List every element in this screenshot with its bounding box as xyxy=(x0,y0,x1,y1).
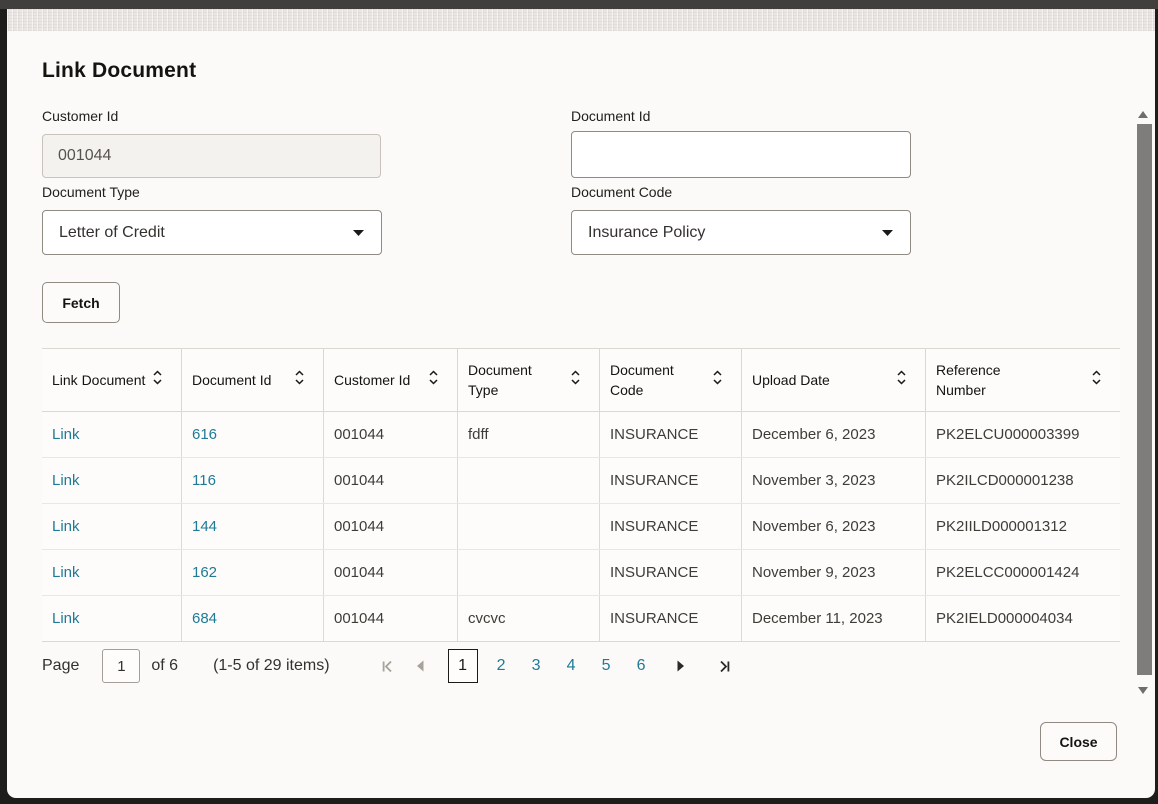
upload-date-cell: November 6, 2023 xyxy=(742,504,926,549)
backdrop-texture xyxy=(7,9,1155,31)
customer-id-cell: 001044 xyxy=(324,458,458,503)
upload-date-cell: November 3, 2023 xyxy=(742,458,926,503)
items-range-label: (1-5 of 29 items) xyxy=(213,657,330,674)
scrollbar-thumb[interactable] xyxy=(1137,124,1152,675)
sort-icon[interactable] xyxy=(428,369,439,391)
scroll-down-arrow-icon[interactable] xyxy=(1138,687,1148,694)
customer-id-input[interactable] xyxy=(42,134,381,178)
last-page-icon[interactable] xyxy=(709,649,741,683)
upload-date-cell: December 11, 2023 xyxy=(742,596,926,641)
link-document-dialog: Link Document Customer Id Document Id Do… xyxy=(7,31,1155,798)
column-header-document-code[interactable]: Document Code xyxy=(600,349,742,411)
documents-table: Link Document Document Id Customer Id Do… xyxy=(42,348,1120,642)
document-id-link[interactable]: 684 xyxy=(182,596,324,641)
column-header-document-id[interactable]: Document Id xyxy=(182,349,324,411)
document-code-cell: INSURANCE xyxy=(600,504,742,549)
customer-id-cell: 001044 xyxy=(324,596,458,641)
customer-id-cell: 001044 xyxy=(324,550,458,595)
customer-id-cell: 001044 xyxy=(324,412,458,457)
document-code-value: Insurance Policy xyxy=(588,223,706,241)
document-type-cell: cvcvc xyxy=(458,596,600,641)
column-header-reference-number[interactable]: Reference Number xyxy=(926,349,1120,411)
close-button[interactable]: Close xyxy=(1040,722,1117,761)
document-code-cell: INSURANCE xyxy=(600,550,742,595)
document-code-select[interactable]: Insurance Policy xyxy=(571,210,911,255)
sort-icon[interactable] xyxy=(152,369,163,391)
document-type-label: Document Type xyxy=(42,184,140,200)
table-row: Link 144 001044 INSURANCE November 6, 20… xyxy=(42,504,1120,550)
dialog-title: Link Document xyxy=(42,59,197,82)
pager-controls: 1 2 3 4 5 6 xyxy=(372,649,741,683)
previous-page-icon[interactable] xyxy=(404,649,436,683)
page-link-4[interactable]: 4 xyxy=(566,657,576,674)
link-action[interactable]: Link xyxy=(42,458,182,503)
reference-number-cell: PK2ELCC000001424 xyxy=(936,564,1080,581)
column-header-link-document[interactable]: Link Document xyxy=(42,349,182,411)
document-id-link[interactable]: 144 xyxy=(182,504,324,549)
upload-date-cell: December 6, 2023 xyxy=(742,412,926,457)
customer-id-cell: 001044 xyxy=(324,504,458,549)
table-header-row: Link Document Document Id Customer Id Do… xyxy=(42,349,1120,412)
sort-icon[interactable] xyxy=(712,369,723,391)
fetch-button[interactable]: Fetch xyxy=(42,282,120,323)
table-row: Link 116 001044 INSURANCE November 3, 20… xyxy=(42,458,1120,504)
page-link-5[interactable]: 5 xyxy=(601,657,611,674)
column-header-customer-id[interactable]: Customer Id xyxy=(324,349,458,411)
page-link-2[interactable]: 2 xyxy=(496,657,506,674)
table-row: Link 684 001044 cvcvc INSURANCE December… xyxy=(42,596,1120,642)
window-top-bar xyxy=(0,0,1158,9)
document-id-label: Document Id xyxy=(571,108,651,124)
document-code-cell: INSURANCE xyxy=(600,458,742,503)
link-action[interactable]: Link xyxy=(42,504,182,549)
chevron-down-icon xyxy=(352,229,365,237)
document-id-input[interactable] xyxy=(571,131,911,178)
next-page-icon[interactable] xyxy=(665,649,697,683)
page-link-3[interactable]: 3 xyxy=(531,657,541,674)
reference-number-cell: PK2IELD000004034 xyxy=(936,610,1073,627)
scroll-up-arrow-icon[interactable] xyxy=(1138,111,1148,118)
document-type-cell xyxy=(458,550,600,595)
reference-number-cell: PK2ILCD000001238 xyxy=(936,472,1074,489)
column-header-document-type[interactable]: Document Type xyxy=(458,349,600,411)
page-link-6[interactable]: 6 xyxy=(636,657,646,674)
document-id-link[interactable]: 616 xyxy=(182,412,324,457)
link-action[interactable]: Link xyxy=(42,412,182,457)
link-action[interactable]: Link xyxy=(42,596,182,641)
link-action[interactable]: Link xyxy=(42,550,182,595)
page-label: Page xyxy=(42,657,80,674)
document-type-cell xyxy=(458,458,600,503)
document-id-link[interactable]: 116 xyxy=(182,458,324,503)
document-type-cell xyxy=(458,504,600,549)
reference-number-cell: PK2ELCU000003399 xyxy=(936,426,1080,443)
sort-icon[interactable] xyxy=(896,369,907,391)
document-code-cell: INSURANCE xyxy=(600,412,742,457)
first-page-icon[interactable] xyxy=(372,649,404,683)
chevron-down-icon xyxy=(881,229,894,237)
document-code-cell: INSURANCE xyxy=(600,596,742,641)
pagination-bar: Page of 6 (1-5 of 29 items) 1 2 3 4 5 6 xyxy=(42,647,1127,685)
sort-icon[interactable] xyxy=(570,369,581,391)
document-type-cell: fdff xyxy=(458,412,600,457)
reference-number-cell: PK2IILD000001312 xyxy=(936,518,1067,535)
sort-icon[interactable] xyxy=(294,369,305,391)
current-page-button[interactable]: 1 xyxy=(447,649,478,683)
document-type-select[interactable]: Letter of Credit xyxy=(42,210,382,255)
sort-icon[interactable] xyxy=(1091,369,1102,391)
table-row: Link 616 001044 fdff INSURANCE December … xyxy=(42,412,1120,458)
upload-date-cell: November 9, 2023 xyxy=(742,550,926,595)
document-id-link[interactable]: 162 xyxy=(182,550,324,595)
document-type-value: Letter of Credit xyxy=(59,223,165,241)
customer-id-label: Customer Id xyxy=(42,108,119,124)
page-of-label: of 6 xyxy=(151,657,179,674)
column-header-upload-date[interactable]: Upload Date xyxy=(742,349,926,411)
table-row: Link 162 001044 INSURANCE November 9, 20… xyxy=(42,550,1120,596)
page-number-input[interactable] xyxy=(102,649,141,683)
document-code-label: Document Code xyxy=(571,184,673,200)
